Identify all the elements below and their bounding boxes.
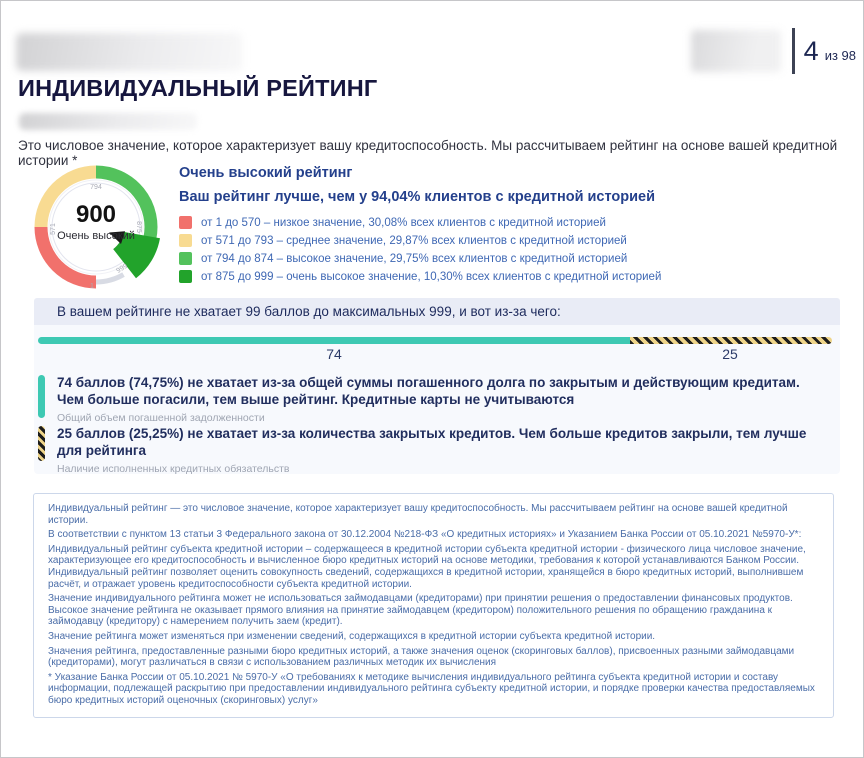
item-note: Наличие исполненных кредитных обязательс… xyxy=(57,463,290,476)
legend-item-low: от 1 до 570 – низкое значение, 30,08% вс… xyxy=(179,216,819,229)
gauge-pointer-wedge xyxy=(113,231,160,279)
rating-summary: Очень высокий рейтинг Ваш рейтинг лучше,… xyxy=(179,165,819,288)
legend-swatch-very-high xyxy=(179,270,192,283)
legend-label: от 794 до 874 – высокое значение, 29,75%… xyxy=(201,252,628,265)
gauge-arc-low xyxy=(34,226,97,289)
gauge-tick-875: 875 xyxy=(135,221,142,233)
gauge-arc-high xyxy=(95,165,158,240)
page-title: ИНДИВИДУАЛЬНЫЙ РЕЙТИНГ xyxy=(18,75,378,101)
progress-label-hatched: 25 xyxy=(722,346,738,362)
page-number: 4 xyxy=(803,35,819,66)
score-value: 900 xyxy=(76,201,116,228)
shortfall-item-debt: 74 баллов (74,75%) не хватает из-за обще… xyxy=(38,375,825,424)
rating-subheading: Ваш рейтинг лучше, чем у 94,04% клиентов… xyxy=(179,189,656,205)
legal-disclaimer: Индивидуальный рейтинг — это числовое зн… xyxy=(33,493,834,718)
page-total: из 98 xyxy=(824,47,856,63)
legend-label: от 875 до 999 – очень высокое значение, … xyxy=(201,270,662,283)
legal-paragraph: В соответствии с пунктом 13 статьи 3 Фед… xyxy=(48,529,802,541)
redacted-header-box xyxy=(690,30,781,72)
item-note: Общий объем погашенной задолженности xyxy=(57,412,265,425)
legend-item-medium: от 571 до 793 – среднее значение, 29,87%… xyxy=(179,234,819,247)
item-text: 25 баллов (25,25%) не хватает из-за коли… xyxy=(57,426,807,458)
score-level: Очень высокий xyxy=(57,230,135,242)
rating-heading: Очень высокий рейтинг xyxy=(179,165,353,181)
item-marker-teal xyxy=(38,375,45,418)
legal-paragraph: Значения рейтинга, предоставленные разны… xyxy=(48,645,795,669)
item-text: 74 баллов (74,75%) не хватает из-за обще… xyxy=(57,375,800,407)
legal-paragraph: Индивидуальный рейтинг — это числовое зн… xyxy=(48,503,788,526)
legal-paragraph: Индивидуальный рейтинг субъекта кредитно… xyxy=(48,543,806,590)
legal-paragraph: Значение индивидуального рейтинга может … xyxy=(48,593,793,628)
redacted-logo xyxy=(16,33,242,71)
page-counter: 4 из 98 xyxy=(690,28,856,74)
shortfall-banner: В вашем рейтинге не хватает 99 баллов до… xyxy=(34,298,840,325)
legend-label: от 571 до 793 – среднее значение, 29,87%… xyxy=(201,234,627,247)
legal-paragraph: * Указание Банка России от 05.10.2021 № … xyxy=(48,671,815,706)
legend-swatch-medium xyxy=(179,234,192,247)
gauge-tick-794: 794 xyxy=(90,184,102,191)
shortfall-item-closed-credits: 25 баллов (25,25%) не хватает из-за коли… xyxy=(38,426,825,475)
legal-paragraph: Значение рейтинга может изменяться при и… xyxy=(48,630,656,642)
legend-item-high: от 794 до 874 – высокое значение, 29,75%… xyxy=(179,252,819,265)
gauge-tick-571: 571 xyxy=(50,223,57,235)
description: Это числовое значение, которое характери… xyxy=(18,138,838,168)
gauge-arc-medium xyxy=(34,165,97,228)
divider xyxy=(791,28,795,74)
score-progress-bar xyxy=(38,337,832,344)
progress-hatched xyxy=(630,337,832,344)
legend-swatch-low xyxy=(179,216,192,229)
progress-filled xyxy=(38,337,630,344)
redacted-subtitle xyxy=(19,113,197,130)
gauge-pointer-arrow-icon xyxy=(109,231,126,244)
legend-swatch-high xyxy=(179,252,192,265)
rating-gauge: 794 571 875 999 1 900 Очень высокий xyxy=(32,162,168,294)
item-marker-hatched xyxy=(38,426,45,461)
shortfall-section: В вашем рейтинге не хватает 99 баллов до… xyxy=(34,298,840,475)
progress-label-filled: 74 xyxy=(326,346,342,362)
gauge-arc-remainder xyxy=(95,272,125,285)
gauge-tick-1: 1 xyxy=(90,283,94,290)
legend-label: от 1 до 570 – низкое значение, 30,08% вс… xyxy=(201,216,606,229)
gauge-tick-ring xyxy=(48,179,144,275)
legend-item-very-high: от 875 до 999 – очень высокое значение, … xyxy=(179,270,819,283)
